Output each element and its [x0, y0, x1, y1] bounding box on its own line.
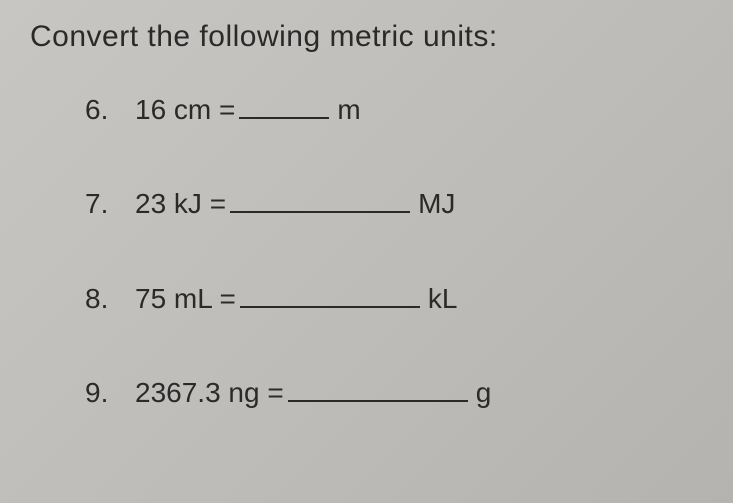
problem-7: 7. 23 kJ = MJ — [85, 188, 703, 220]
answer-blank — [240, 282, 420, 307]
problems-list: 6. 16 cm = m 7. 23 kJ = MJ 8. 75 mL = kL… — [30, 94, 703, 409]
problem-value: 2367.3 ng = — [135, 377, 284, 409]
problem-value: 23 kJ = — [135, 188, 226, 220]
problem-value: 16 cm = — [135, 94, 235, 126]
answer-blank — [288, 377, 468, 402]
problem-number: 8. — [85, 283, 135, 315]
answer-blank — [239, 94, 329, 119]
problem-8: 8. 75 mL = kL — [85, 282, 703, 314]
problem-value: 75 mL = — [135, 283, 236, 315]
answer-blank — [230, 188, 410, 213]
problem-number: 7. — [85, 188, 135, 220]
problem-6: 6. 16 cm = m — [85, 94, 703, 126]
problem-number: 9. — [85, 377, 135, 409]
worksheet-heading: Convert the following metric units: — [30, 20, 703, 54]
target-unit: m — [337, 94, 360, 126]
target-unit: g — [476, 377, 492, 409]
target-unit: MJ — [418, 188, 455, 220]
problem-9: 9. 2367.3 ng = g — [85, 377, 703, 409]
target-unit: kL — [428, 283, 458, 315]
problem-number: 6. — [85, 94, 135, 126]
